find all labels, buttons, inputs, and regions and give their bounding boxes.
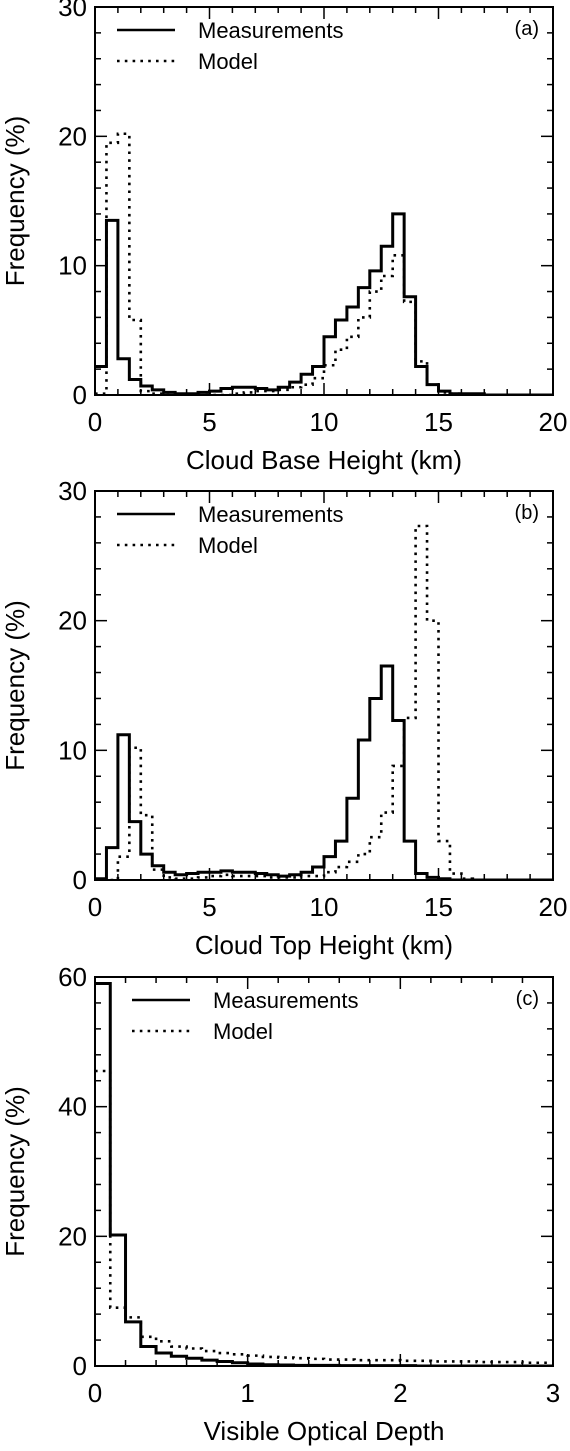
legend-label: Measurements <box>213 988 359 1013</box>
x-tick-label: 20 <box>539 407 568 437</box>
legend-label: Measurements <box>198 18 344 43</box>
x-tick-label: 15 <box>424 407 453 437</box>
x-tick-label: 0 <box>88 1378 102 1408</box>
panel-label: (b) <box>515 502 539 524</box>
y-tick-label: 40 <box>58 1092 87 1122</box>
panel-label: (a) <box>515 18 539 40</box>
x-tick-label: 3 <box>546 1378 560 1408</box>
y-tick-label: 20 <box>58 1221 87 1251</box>
x-tick-label: 2 <box>393 1378 407 1408</box>
y-tick-label: 0 <box>73 380 87 410</box>
x-tick-label: 5 <box>202 892 216 922</box>
y-tick-label: 30 <box>58 0 87 22</box>
y-tick-label: 10 <box>58 251 87 281</box>
x-tick-label: 1 <box>240 1378 254 1408</box>
series-model-line <box>95 1069 553 1365</box>
x-tick-label: 15 <box>424 892 453 922</box>
x-tick-label: 20 <box>539 892 568 922</box>
x-tick-label: 10 <box>310 892 339 922</box>
x-axis-label: Cloud Top Height (km) <box>195 930 453 960</box>
y-tick-label: 0 <box>73 865 87 895</box>
series-measurements-line <box>95 664 553 880</box>
legend-label: Model <box>213 1019 273 1044</box>
y-axis-label: Frequency (%) <box>0 116 30 287</box>
y-tick-label: 20 <box>58 121 87 151</box>
x-tick-label: 10 <box>310 407 339 437</box>
y-tick-label: 20 <box>58 606 87 636</box>
series-model-line <box>95 524 553 880</box>
plot-frame <box>94 976 554 1367</box>
y-axis-label: Frequency (%) <box>0 1086 30 1257</box>
legend-label: Measurements <box>198 502 344 527</box>
y-tick-label: 30 <box>58 476 87 506</box>
y-tick-label: 0 <box>73 1351 87 1381</box>
y-tick-label: 60 <box>58 962 87 992</box>
panel-label: (c) <box>516 988 539 1010</box>
x-tick-label: 0 <box>88 892 102 922</box>
x-tick-label: 5 <box>202 407 216 437</box>
panel-3: 0 1 2 3 0 20 40 60 Visible Optical Depth Frequenc… <box>0 962 560 1446</box>
panel-2: 0 5 10 15 20 0 10 20 30 Cloud Top Height (km) Freq… <box>0 476 567 960</box>
y-tick-label: 10 <box>58 735 87 765</box>
legend-label: Model <box>198 533 258 558</box>
x-tick-label: 0 <box>88 407 102 437</box>
x-axis-label: Visible Optical Depth <box>204 1416 445 1446</box>
legend-label: Model <box>198 49 258 74</box>
series-measurements-line <box>95 981 553 1366</box>
x-axis-label: Cloud Base Height (km) <box>186 445 462 475</box>
plot-frame <box>94 490 554 881</box>
y-axis-label: Frequency (%) <box>0 600 30 771</box>
panel-1: 0 5 10 15 20 0 10 20 30 Cloud Base Height (km) Fre… <box>0 0 567 475</box>
series-measurements-line <box>95 212 553 395</box>
